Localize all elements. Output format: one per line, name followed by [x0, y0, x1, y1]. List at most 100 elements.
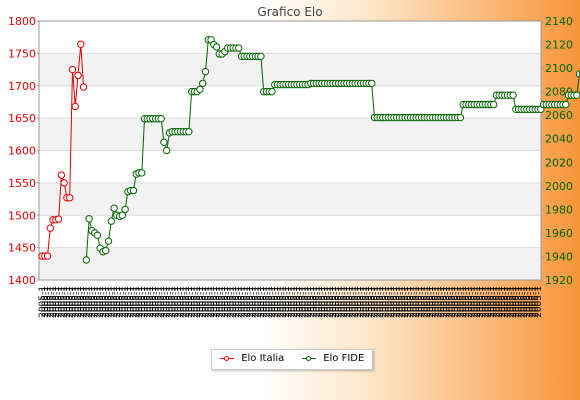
x-tick-label: 2005-1 — [481, 286, 491, 318]
left-tick-label: 1800 — [8, 15, 36, 28]
x-tick-label: 2005-1 — [462, 286, 472, 318]
x-tick-label: 2005-1 — [188, 286, 198, 318]
x-tick-label: 2005-1 — [340, 286, 350, 318]
x-tick-label: 2005-1 — [321, 286, 331, 318]
data-point — [129, 186, 138, 195]
data-point — [157, 115, 165, 123]
x-tick-label: 2005-1 — [257, 286, 267, 318]
x-tick-label: 2005-1 — [437, 286, 447, 318]
x-tick-label: 2005-1 — [149, 286, 159, 318]
x-tick-label: 2005-1 — [141, 286, 151, 318]
x-tick-label: 2005-1 — [96, 286, 106, 318]
x-tick-label: 2005-1 — [99, 286, 109, 318]
x-tick-label: 2005-1 — [260, 286, 270, 318]
x-tick-label: 2005-1 — [517, 286, 527, 318]
x-tick-label: 2005-1 — [398, 286, 408, 318]
x-tick-label: 2005-1 — [124, 286, 134, 318]
x-tick-label: 2005-1 — [459, 286, 469, 318]
data-point — [368, 79, 376, 88]
x-tick-label: 2005-1 — [368, 286, 378, 318]
left-tick-label: 1500 — [8, 209, 36, 222]
x-tick-label: 2005-1 — [229, 286, 239, 318]
x-tick-label: 2005-1 — [138, 286, 148, 318]
left-tick-label: 1750 — [8, 47, 36, 60]
data-point — [77, 40, 85, 49]
x-tick-label: 2005-1 — [177, 286, 187, 318]
x-tick-label: 2005-1 — [91, 286, 101, 318]
x-tick-label: 2005-1 — [431, 286, 441, 318]
x-tick-label: 2005-1 — [274, 286, 284, 318]
x-tick-label: 2005-1 — [348, 286, 358, 318]
x-tick-label: 2005-1 — [506, 286, 516, 318]
data-point — [93, 231, 102, 239]
x-tick-label: 2005-1 — [52, 286, 62, 318]
x-tick-label: 2005-1 — [337, 286, 347, 318]
x-tick-label: 2005-1 — [523, 286, 533, 318]
x-tick-label: 2005-1 — [179, 286, 189, 318]
x-tick-label: 2005-1 — [246, 286, 256, 318]
x-tick-label: 2005-1 — [105, 286, 115, 318]
x-tick-label: 2005-1 — [312, 286, 322, 318]
x-tick-label: 2005-1 — [240, 286, 250, 318]
data-point — [562, 100, 570, 109]
data-point — [118, 211, 127, 219]
x-tick-label: 2005-1 — [520, 286, 530, 318]
data-point — [201, 67, 210, 76]
x-tick-label: 2005-1 — [265, 286, 275, 318]
x-tick-label: 2005-1 — [88, 286, 98, 318]
x-tick-label: 2005-1 — [185, 286, 195, 318]
x-tick-label: 2005-1 — [307, 286, 317, 318]
left-tick-label: 1600 — [8, 145, 36, 158]
x-tick-label: 2005-1 — [298, 286, 308, 318]
x-tick-label: 2005-1 — [509, 286, 519, 318]
x-tick-label: 2005-1 — [213, 286, 223, 318]
x-tick-label: 2005-1 — [357, 286, 367, 318]
x-tick-label: 2005-1 — [38, 286, 48, 318]
right-tick-label: 2000 — [545, 180, 573, 193]
x-tick-label: 2005-1 — [268, 286, 278, 318]
x-tick-label: 2005-1 — [487, 286, 497, 318]
x-tick-label: 2005-1 — [415, 286, 425, 318]
data-point — [185, 127, 193, 136]
data-point — [71, 102, 79, 111]
legend-item-fide: Elo FIDE — [302, 353, 364, 364]
x-tick-label: 2005-1 — [371, 286, 381, 318]
x-tick-label: 2005-1 — [334, 286, 344, 318]
x-tick-label: 2005-1 — [354, 286, 364, 318]
x-tick-label: 2005-1 — [492, 286, 502, 318]
x-tick-label: 2005-1 — [279, 286, 289, 318]
x-tick-label: 2005-1 — [215, 286, 225, 318]
data-point — [121, 205, 129, 214]
right-tick-label: 2060 — [545, 109, 573, 122]
x-tick-label: 2005-1 — [160, 286, 170, 318]
data-point — [235, 44, 243, 52]
right-tick-label: 2100 — [545, 62, 573, 75]
data-point — [573, 91, 580, 99]
grid-band — [39, 118, 541, 151]
x-tick-label: 2005-1 — [490, 286, 500, 318]
data-point — [57, 171, 66, 179]
x-tick-label: 2005-1 — [127, 286, 137, 318]
data-point — [268, 87, 276, 96]
x-tick-label: 2005-1 — [501, 286, 511, 318]
x-tick-label: 2005-1 — [238, 286, 248, 318]
legend-label-fide: Elo FIDE — [323, 353, 365, 364]
data-point — [509, 91, 517, 99]
right-tick-label: 1940 — [545, 250, 573, 263]
x-tick-label: 2005-1 — [534, 286, 544, 318]
x-tick-label: 2005-1 — [71, 286, 81, 318]
x-tick-label: 2005-1 — [129, 286, 139, 318]
left-tick-label: 1400 — [8, 274, 36, 287]
x-tick-label: 2005-1 — [146, 286, 156, 318]
x-tick-label: 2005-1 — [445, 286, 455, 318]
x-tick-label: 2005-1 — [376, 286, 386, 318]
x-tick-label: 2005-1 — [221, 286, 231, 318]
x-tick-label: 2005-1 — [390, 286, 400, 318]
x-tick-label: 2005-1 — [484, 286, 494, 318]
x-tick-label: 2005-1 — [74, 286, 84, 318]
data-point — [104, 237, 113, 245]
data-point — [257, 52, 265, 61]
data-point — [162, 146, 171, 155]
x-tick-label: 2005-1 — [531, 286, 541, 318]
